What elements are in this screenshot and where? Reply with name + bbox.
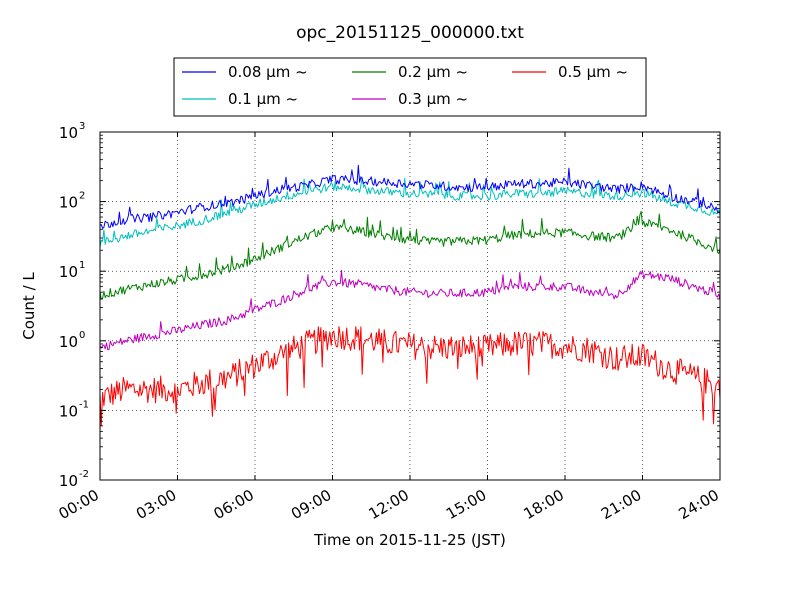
x-axis-label: Time on 2015-11-25 (JST)	[313, 531, 506, 549]
y-tick-label-exponent: 0	[79, 330, 85, 341]
y-tick-label-exponent: 3	[79, 121, 85, 132]
legend: 0.08 μm ~ 0.1 μm ~ 0.2 μm ~ 0.3 μm ~ 0.5 μm …	[173, 57, 647, 117]
series-line	[99, 164, 721, 229]
y-tick-label-exponent: 2	[79, 191, 85, 202]
y-tick-label-exponent: -1	[79, 399, 89, 410]
legend-label: 0.08 μm ~	[228, 63, 308, 81]
grid	[100, 132, 720, 480]
y-tick-label-exponent: 1	[79, 260, 85, 271]
series-line	[99, 326, 721, 427]
legend-label: 0.3 μm ~	[398, 90, 468, 108]
y-tick-label: 10	[59, 402, 78, 420]
ticks	[99, 131, 721, 481]
y-tick-label: 10	[59, 124, 78, 142]
series-line	[99, 210, 721, 300]
series-line	[99, 269, 721, 351]
legend-label: 0.2 μm ~	[398, 63, 468, 81]
chart-title: opc_20151125_000000.txt	[296, 23, 524, 43]
legend-label: 0.1 μm ~	[228, 90, 298, 108]
y-axis-label: Count / L	[20, 272, 38, 340]
y-tick-label-exponent: -2	[79, 469, 89, 480]
legend-box	[173, 57, 647, 117]
series-layer	[99, 164, 721, 427]
y-tick-label: 10	[59, 194, 78, 212]
y-tick-label: 10	[59, 263, 78, 281]
y-tick-label: 10	[59, 472, 78, 490]
y-tick-label: 10	[59, 333, 78, 351]
legend-label: 0.5 μm ~	[558, 63, 628, 81]
